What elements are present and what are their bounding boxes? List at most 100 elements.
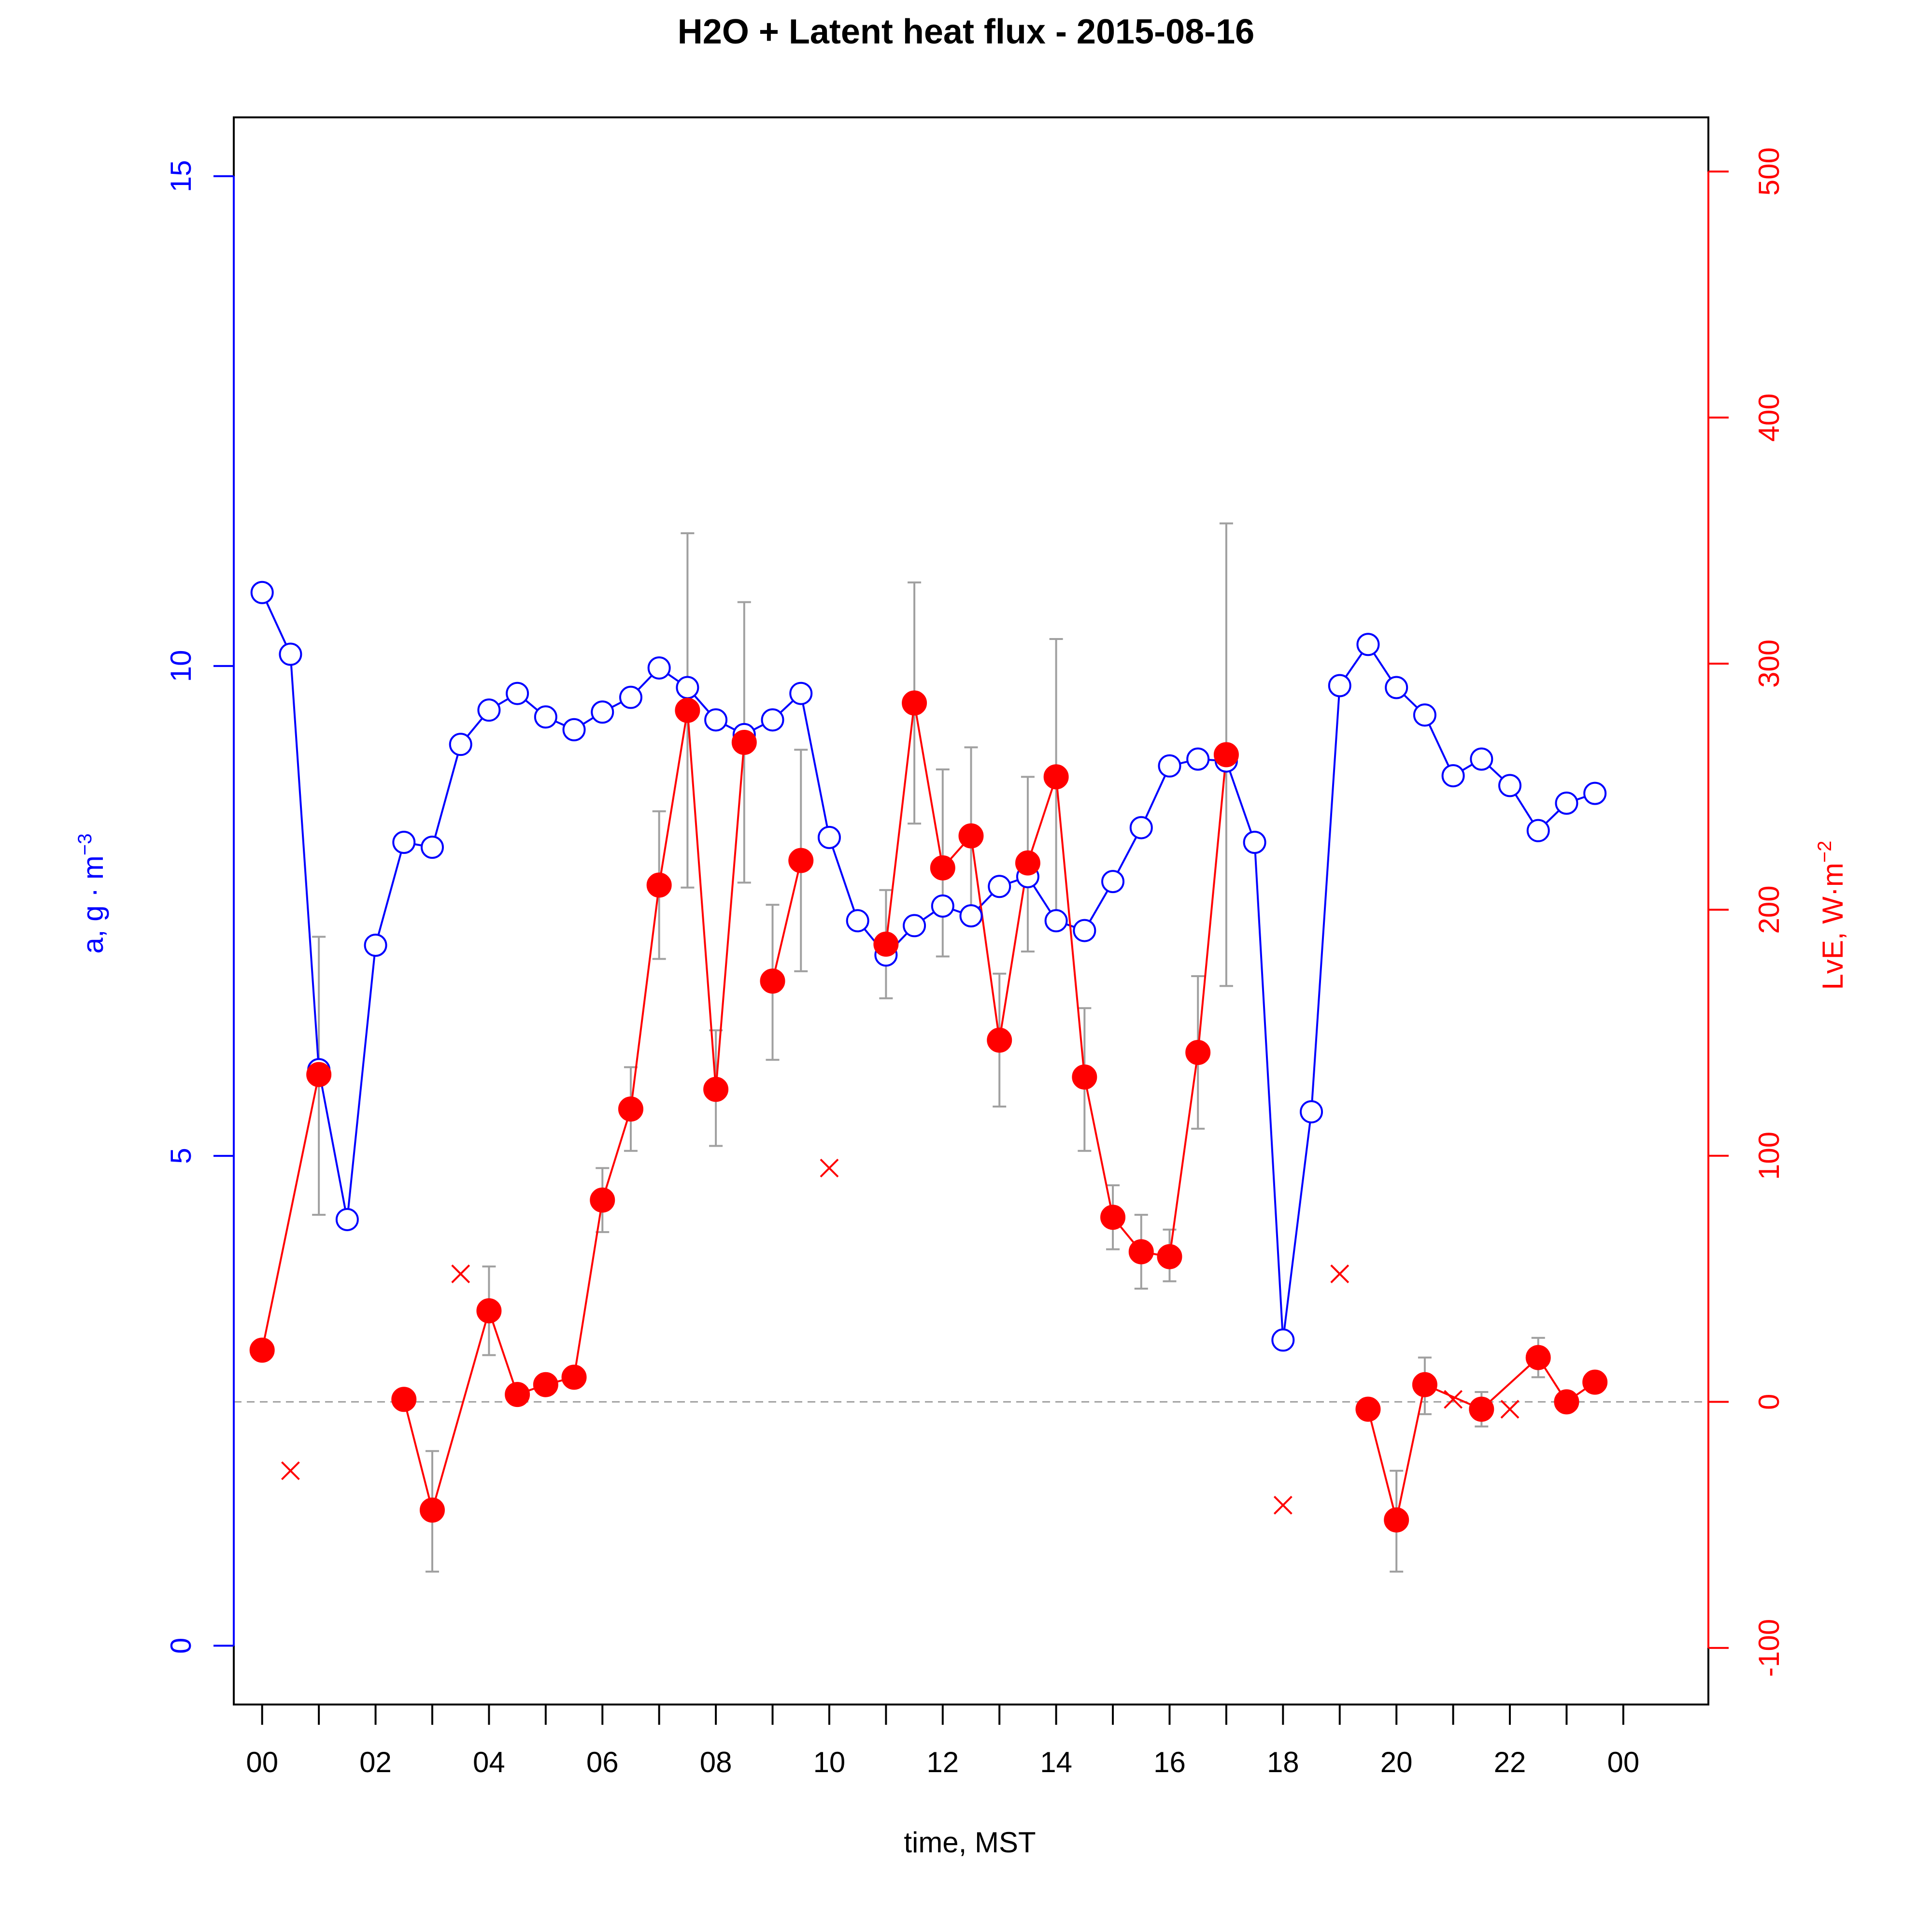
y-left-tick-label: 10 (165, 650, 197, 682)
data-point-lve (873, 931, 899, 957)
y-right-tick-label: 0 (1753, 1394, 1785, 1410)
data-point-lve-excluded (451, 1264, 470, 1283)
x-tick-label: 20 (1380, 1746, 1413, 1778)
x-tick-label: 02 (359, 1746, 392, 1778)
y-left-tick-label: 5 (165, 1148, 197, 1164)
data-point-a (789, 682, 813, 705)
data-point-a (1073, 919, 1096, 942)
data-point-lve (731, 730, 757, 755)
series-line-lve (771, 860, 802, 981)
data-point-lve (646, 872, 672, 898)
x-tick-label: 00 (1607, 1746, 1639, 1778)
error-bar-layer (312, 522, 1602, 1573)
data-point-lve-excluded (1444, 1390, 1463, 1409)
data-point-a (1441, 764, 1465, 788)
data-point-lve (1213, 742, 1239, 767)
data-point-a (931, 894, 954, 918)
series-line-layer (261, 592, 1596, 1520)
data-point-lve (1128, 1239, 1154, 1264)
data-point-lve (1015, 850, 1040, 876)
data-point-a (1044, 909, 1068, 933)
data-point-a (1101, 870, 1125, 894)
y-left-tick-label: 15 (165, 160, 197, 192)
y-right-tick-label: 500 (1753, 147, 1785, 196)
series-line-lve (1367, 1356, 1568, 1520)
x-axis: 00 02 04 06 08 10 12 14 16 18 20 22 00 (246, 1704, 1639, 1778)
x-axis-label: time, MST (904, 1826, 1036, 1859)
x-tick-label: 22 (1494, 1746, 1526, 1778)
data-point-a (988, 875, 1011, 898)
data-point-lve (958, 823, 984, 849)
data-point-a (1300, 1100, 1323, 1123)
data-point-a (1413, 703, 1436, 727)
data-point-a (420, 836, 444, 859)
data-point-a (619, 685, 642, 709)
data-point-a (591, 700, 614, 724)
data-point-lve (419, 1497, 445, 1523)
data-point-lve-excluded (1330, 1264, 1350, 1283)
data-point-a (279, 642, 302, 666)
data-point-lve (1384, 1507, 1409, 1533)
data-point-lve (788, 848, 814, 873)
y-right-tick-label: 200 (1753, 885, 1785, 934)
data-point-a (449, 733, 472, 756)
data-point-a (1158, 754, 1181, 778)
x-tick-label: 12 (926, 1746, 959, 1778)
x-tick-label: 18 (1267, 1746, 1299, 1778)
x-tick-label: 00 (246, 1746, 278, 1778)
x-tick-label: 08 (700, 1746, 732, 1778)
data-point-a (1271, 1328, 1295, 1352)
data-point-a (534, 705, 557, 729)
data-point-a (1243, 831, 1266, 854)
data-point-layer (249, 581, 1608, 1533)
data-point-a (562, 718, 586, 741)
data-point-a (959, 904, 983, 928)
data-point-lve (533, 1372, 558, 1397)
data-point-lve (590, 1187, 615, 1213)
data-point-a (477, 698, 501, 722)
y-axis-right-label-exponent: −2 (1814, 841, 1835, 863)
data-point-lve (1185, 1039, 1211, 1065)
y-right-tick-label: -100 (1753, 1619, 1785, 1677)
data-point-lve-excluded (1500, 1400, 1520, 1419)
series-line-lve (261, 1074, 320, 1350)
chart-title: H2O + Latent heat flux - 2015-08-16 (678, 13, 1254, 51)
data-point-lve (1157, 1244, 1182, 1269)
data-point-a (1328, 674, 1351, 697)
data-point-a (846, 909, 869, 933)
data-point-lve (760, 968, 785, 994)
data-point-lve (1554, 1389, 1579, 1415)
data-point-lve (561, 1364, 587, 1390)
data-point-lve (391, 1387, 417, 1412)
data-point-lve (1525, 1345, 1551, 1370)
data-point-a (647, 656, 671, 680)
data-point-a (335, 1208, 359, 1231)
data-point-lve (306, 1062, 332, 1087)
data-point-lve (1582, 1369, 1608, 1395)
data-point-lve (675, 697, 700, 723)
y-axis-left-label: a, g · m−3 (74, 834, 109, 954)
y-left-tick-label: 0 (165, 1638, 197, 1654)
data-point-a (1129, 816, 1153, 839)
y-right-tick-label: 100 (1753, 1132, 1785, 1180)
x-tick-label: 06 (586, 1746, 619, 1778)
data-point-a (704, 708, 728, 732)
data-point-lve (1355, 1396, 1381, 1422)
data-point-lve (1043, 764, 1069, 790)
data-point-lve (249, 1337, 275, 1363)
series-line-a (261, 592, 1595, 1340)
y-axis-left: 0 5 10 15 (165, 160, 235, 1654)
data-point-a (1526, 819, 1550, 842)
data-point-lve (987, 1027, 1012, 1053)
data-point-lve-excluded (820, 1158, 839, 1178)
data-point-lve (505, 1382, 530, 1407)
series-line-lve (403, 710, 745, 1514)
data-point-a (392, 831, 416, 854)
data-point-lve-excluded (281, 1461, 300, 1480)
data-point-lve (476, 1298, 502, 1323)
data-point-a (1385, 676, 1408, 699)
data-point-a (1555, 791, 1578, 815)
data-point-lve (1072, 1064, 1097, 1090)
x-tick-label: 16 (1153, 1746, 1186, 1778)
